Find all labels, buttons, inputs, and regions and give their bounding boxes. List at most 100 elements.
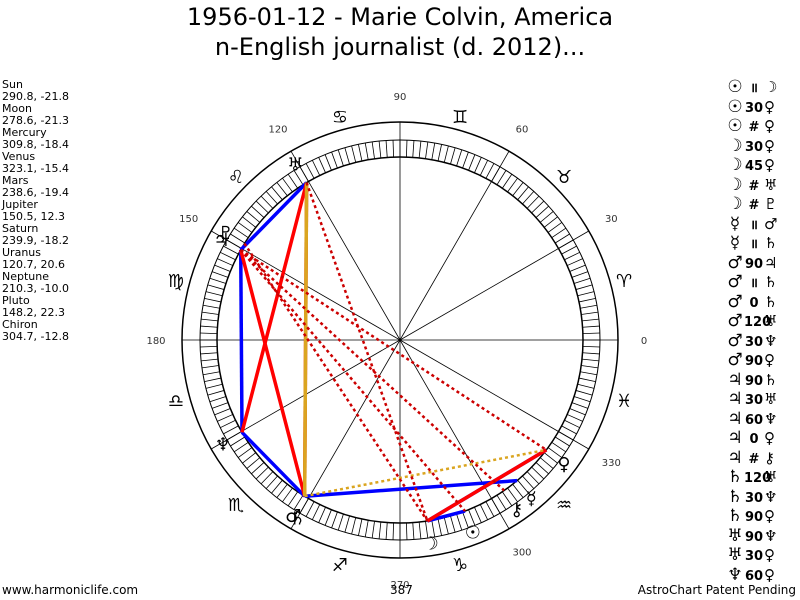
degree-tick [201,365,219,369]
degree-tick [305,501,315,517]
position-coords: 239.9, -18.2 [2,234,69,247]
aspect-row: ♅ 90♆ [726,525,800,547]
zodiac-sign-icon: ♐ [332,555,348,576]
aspect-row: ♂ 0 ♄ [726,291,800,313]
aspect-row: ♃ 0 ♀ [726,428,800,449]
zodiac-sign-icon: ♉ [556,167,572,188]
degree-tick [211,271,229,278]
degree-label: 120 [268,125,287,136]
degree-tick [526,471,540,485]
degree-tick [282,487,293,503]
degree-tick [305,163,315,179]
aspect-row: ♄ 30♆ [726,487,800,508]
degree-tick [551,227,567,238]
degree-tick [502,491,513,507]
degree-tick [425,141,429,159]
degree-tick [371,141,375,159]
aspect-symbol: 120 [744,315,772,330]
degree-tick [517,479,529,494]
aspect-planet-1: ♂ [727,291,743,312]
degree-tick [260,195,274,209]
aspect-symbol: # [748,120,760,135]
degree-tick [344,147,350,165]
position-coords: 290.8, -21.8 [2,90,69,103]
aspect-symbol: 45 [744,159,764,174]
aspect-row: ☿ ॥ ♄ [726,233,800,254]
aspect-row: ♃ 90♄ [726,370,800,391]
degree-tick [468,509,476,526]
position-name: Mercury [2,126,47,139]
aspect-planet-1: ☽ [727,135,743,156]
position-name: Saturn [2,222,39,235]
aspect-row: ♂ 30♆ [726,331,800,352]
sign-spoke [399,339,589,450]
aspect-planet-2: ♅ [764,468,778,486]
degree-tick [564,419,580,429]
degree-tick [412,522,415,540]
degree-tick [580,371,598,376]
degree-tick [405,140,408,158]
degree-tick [378,521,382,539]
degree-tick [573,277,591,284]
degree-tick [242,452,257,464]
aspect-symbol: 120 [744,471,772,486]
aspect-planet-2: ♀ [764,117,775,135]
degree-tick [207,390,225,396]
aspect-row: ♃ # ⚷ [726,448,800,469]
aspect-planet-1: ☉ [727,96,743,117]
aspect-symbol: 90 [744,354,764,369]
degree-tick [358,518,363,536]
aspect-line [426,509,466,523]
degree-tick [582,325,600,328]
aspect-line [243,242,429,522]
degree-tick [551,442,567,453]
degree-tick [207,284,225,290]
aspect-planet-2: ⚷ [764,448,775,467]
degree-tick [287,173,298,189]
position-coords: 278.6, -21.3 [2,114,69,127]
aspect-symbol: 30 [744,334,764,350]
aspect-line [240,182,309,433]
aspect-symbol: ॥ [750,276,758,291]
aspect-symbol: 30 [744,139,764,155]
degree-tick [276,483,288,498]
zodiac-sign-icon: ♓ [616,391,632,412]
degree-tick [331,511,338,529]
aspect-row: ♃ 60♆ [726,408,800,430]
aspect-planet-1: ♅ [727,525,743,546]
aspect-planet-1: ♃ [727,408,743,429]
aspect-planet-1: ☽ [727,174,743,195]
degree-tick [201,311,219,315]
degree-label: 90 [394,92,407,103]
zodiac-ring [181,121,619,559]
degree-tick [507,487,518,503]
degree-tick [485,501,495,517]
degree-tick [211,402,229,409]
degree-tick [547,222,563,233]
aspect-planet-2: ♀ [764,429,775,447]
aspect-row: ☿ ॥ ♂ [726,214,800,235]
aspect-row: ♅ 30♀ [726,545,800,566]
degree-tick [431,520,436,538]
aspect-planet-1: ♂ [727,272,743,292]
degree-tick [462,511,469,529]
aspect-row: ♆ 60♀ [726,565,800,586]
degree-tick [502,173,513,189]
degree-tick [223,245,239,255]
degree-tick [425,521,429,539]
degree-tick [392,140,395,158]
aspect-symbol: 90 [744,256,764,272]
degree-tick [496,494,507,510]
degree-tick [431,142,436,160]
degree-tick [543,216,558,228]
degree-tick [260,471,274,485]
aspect-symbol: 30 [744,490,764,506]
aspect-planet-1: ♄ [727,467,743,487]
degree-tick [578,377,596,382]
aspect-planet-2: ♅ [764,390,778,408]
degree-tick [569,408,586,416]
planet-glyph-icon: ♄ [289,508,305,529]
aspect-planet-2: ♀ [764,97,775,116]
degree-tick [575,284,593,290]
degree-label: 150 [179,214,198,225]
